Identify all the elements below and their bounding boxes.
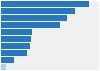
Bar bbox=[1, 15, 67, 21]
Bar bbox=[1, 29, 32, 35]
Bar bbox=[1, 8, 75, 14]
Bar bbox=[1, 43, 30, 49]
Bar bbox=[1, 36, 31, 42]
Bar bbox=[1, 1, 90, 7]
Bar bbox=[1, 22, 60, 28]
Bar bbox=[1, 57, 14, 63]
Bar bbox=[1, 64, 6, 70]
Bar bbox=[1, 50, 27, 56]
